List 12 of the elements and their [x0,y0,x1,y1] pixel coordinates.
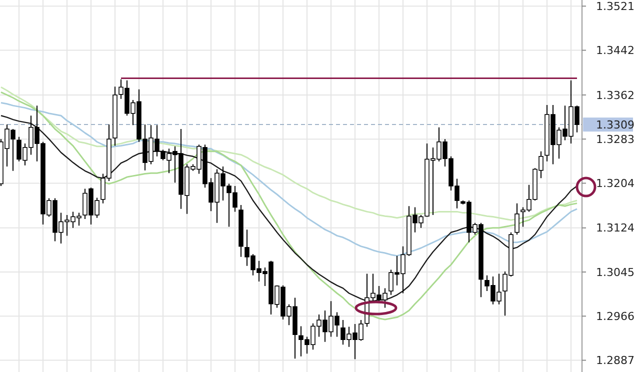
y-tick-label: 1.3362 [596,88,634,102]
y-tick-label: 1.3124 [596,222,634,235]
y-tick-label: 1.3521 [596,0,634,13]
y-tick-label: 1.3442 [596,44,634,58]
y-tick-label: 1.2887 [596,354,634,368]
y-tick-label: 1.3204 [596,177,634,190]
candlestick [514,202,520,236]
y-tick-label: 1.2966 [596,310,634,323]
line-series [0,91,578,320]
y-tick-label: 1.3045 [596,266,634,279]
y-tick-label: 1.3283 [596,132,634,146]
ref-line-label: 1.3309 [596,118,634,132]
